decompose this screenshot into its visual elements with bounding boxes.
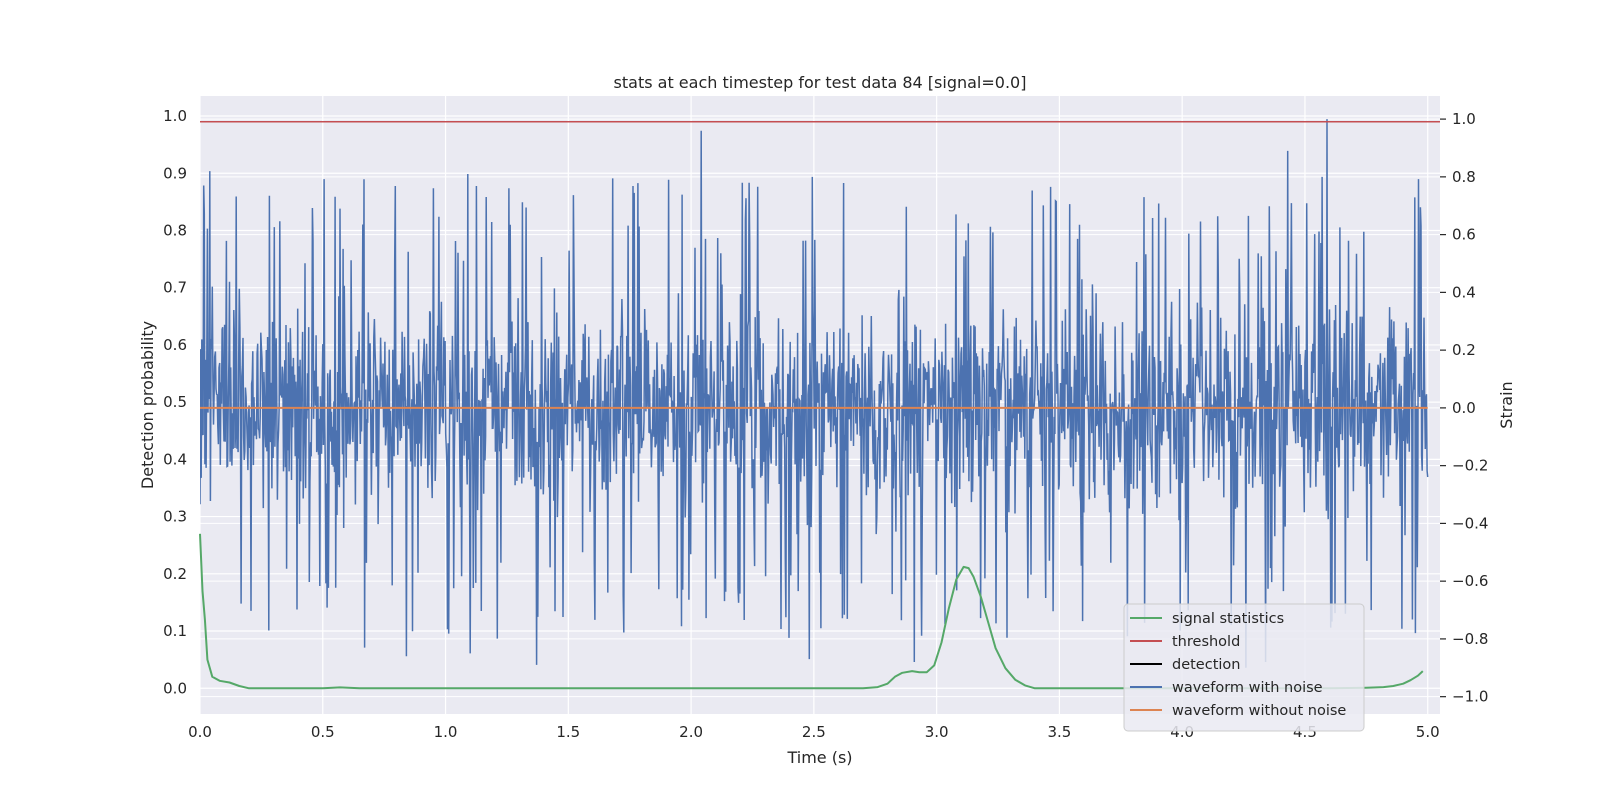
y-right-tick-label: 0.0 xyxy=(1452,399,1476,417)
legend-label: detection xyxy=(1172,657,1240,673)
x-tick-label: 3.0 xyxy=(925,723,949,741)
y-axis-label: Detection probability xyxy=(138,321,157,489)
y-right-tick-label: −0.6 xyxy=(1452,572,1488,590)
y-tick-label: 0.5 xyxy=(163,393,187,411)
x-tick-label: 0.0 xyxy=(188,723,212,741)
legend-label: threshold xyxy=(1172,634,1240,650)
y-tick-label: 1.0 xyxy=(163,107,187,125)
legend-label: waveform without noise xyxy=(1172,703,1346,719)
x-tick-label: 0.5 xyxy=(311,723,335,741)
x-axis-label: Time (s) xyxy=(786,748,852,767)
x-tick-label: 2.0 xyxy=(679,723,703,741)
y-right-tick-label: 0.4 xyxy=(1452,283,1476,301)
y-right-tick-label: −0.8 xyxy=(1452,630,1488,648)
y-tick-label: 0.0 xyxy=(163,679,187,697)
x-tick-label: 5.0 xyxy=(1416,723,1440,741)
legend-box xyxy=(1123,603,1365,732)
y-tick-label: 0.3 xyxy=(163,508,187,526)
y-tick-label: 0.8 xyxy=(163,221,187,239)
y-tick-label: 0.6 xyxy=(163,336,187,354)
y-tick-label: 0.9 xyxy=(163,164,187,182)
y-right-tick-label: 0.2 xyxy=(1452,341,1476,359)
y-right-tick-label: −0.2 xyxy=(1452,457,1488,475)
y-tick-label: 0.7 xyxy=(163,279,187,297)
y-right-tick-label: 0.8 xyxy=(1452,168,1476,186)
y-tick-label: 0.2 xyxy=(163,565,187,583)
y-right-axis-label: Strain xyxy=(1497,381,1516,428)
legend: signal statistics threshold detection wavef… xyxy=(1123,603,1365,732)
y-tick-label: 0.4 xyxy=(163,450,187,468)
y-right-tick-label: −1.0 xyxy=(1452,688,1488,706)
x-tick-label: 1.0 xyxy=(434,723,458,741)
x-tick-label: 1.5 xyxy=(556,723,580,741)
legend-label: signal statistics xyxy=(1172,611,1284,627)
x-tick-label: 3.5 xyxy=(1047,723,1071,741)
y-right-tick-label: 0.6 xyxy=(1452,226,1476,244)
axes-layer: 0.0 0.5 1.0 1.5 2.0 2.5 3.0 3.5 4.0 4.5 5.00.00.10… xyxy=(163,107,1488,741)
y-right-tick-label: 1.0 xyxy=(1452,110,1476,128)
y-tick-label: 0.1 xyxy=(163,622,187,640)
x-tick-label: 2.5 xyxy=(802,723,826,741)
legend-label: waveform with noise xyxy=(1172,680,1323,696)
chart-title: stats at each timestep for test data 84 … xyxy=(614,73,1027,92)
y-right-tick-label: −0.4 xyxy=(1452,514,1488,532)
